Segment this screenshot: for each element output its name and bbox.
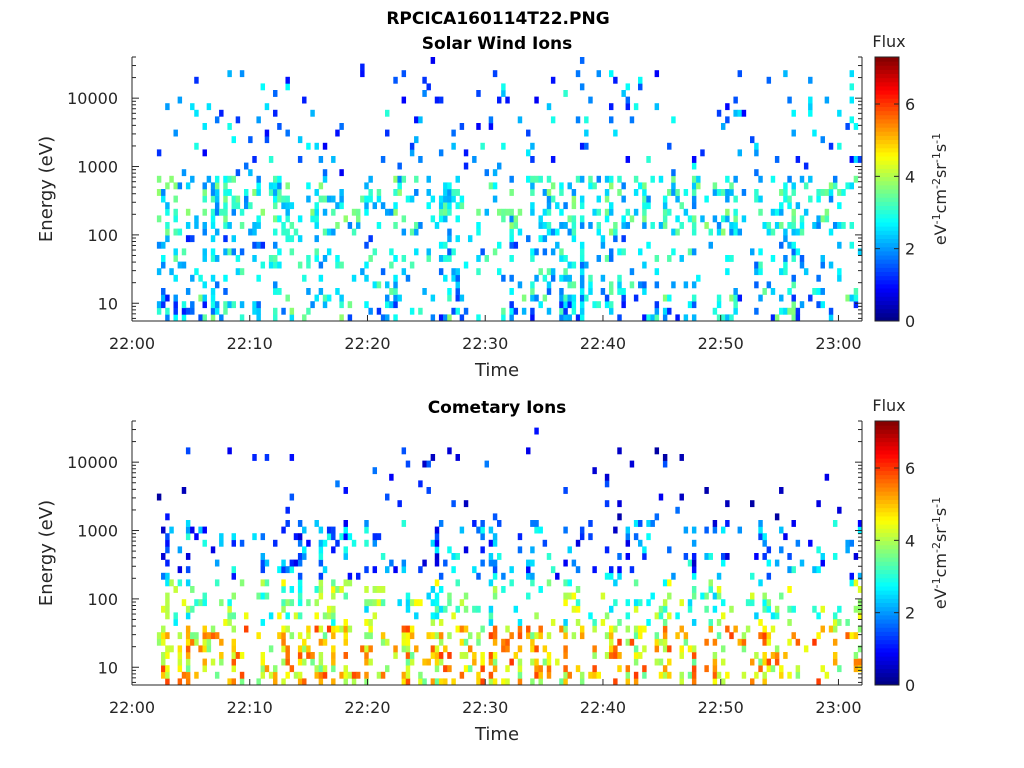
colorbar-tick-label: 2 bbox=[905, 240, 915, 259]
x-tick-label: 22:00 bbox=[109, 698, 155, 717]
y-axis-label: Energy (eV) bbox=[36, 136, 57, 242]
y-tick-label: 1000 bbox=[77, 522, 118, 541]
x-tick-label: 22:30 bbox=[462, 334, 508, 353]
x-tick-label: 22:30 bbox=[462, 698, 508, 717]
y-tick-label: 10 bbox=[98, 294, 118, 313]
x-axis-label: Time bbox=[474, 360, 519, 381]
x-tick-label: 22:20 bbox=[344, 698, 390, 717]
x-tick-label: 23:00 bbox=[815, 698, 861, 717]
colorbar-tick-label: 6 bbox=[905, 459, 915, 478]
colorbar-tick-label: 4 bbox=[905, 167, 915, 186]
x-axis-label: Time bbox=[474, 724, 519, 745]
y-tick-label: 10 bbox=[98, 658, 118, 677]
y-tick-label: 10000 bbox=[67, 89, 118, 108]
colorbar-tick-label: 0 bbox=[905, 676, 915, 695]
colorbar-tick-label: 4 bbox=[905, 531, 915, 550]
colorbar: 0 2 4 6 Flux eV-1cm-2sr-1s-1 bbox=[872, 32, 950, 331]
colorbar-tick-label: 2 bbox=[905, 604, 915, 623]
x-tick-label: 22:20 bbox=[344, 334, 390, 353]
panel-title: Cometary Ions bbox=[428, 398, 567, 418]
colorbar-unit-label: eV-1cm-2sr-1s-1 bbox=[930, 133, 951, 245]
panel-solar-wind-ions: Solar Wind Ions 22:00 22:10 22:20 22:30 22:40… bbox=[36, 32, 950, 381]
colorbar-title: Flux bbox=[872, 32, 905, 51]
colorbar-title: Flux bbox=[872, 396, 905, 415]
y-tick-label: 1000 bbox=[77, 158, 118, 177]
colorbar-tick-label: 0 bbox=[905, 312, 915, 331]
y-tick-label: 10000 bbox=[67, 453, 118, 472]
x-tick-label: 22:10 bbox=[227, 334, 273, 353]
x-tick-label: 22:50 bbox=[698, 698, 744, 717]
x-tick-label: 22:40 bbox=[580, 334, 626, 353]
x-tick-label: 23:00 bbox=[815, 334, 861, 353]
x-tick-label: 22:00 bbox=[109, 334, 155, 353]
colorbar: 0 2 4 6 Flux eV-1cm-2sr-1s-1 bbox=[872, 396, 950, 695]
y-axis-label: Energy (eV) bbox=[36, 500, 57, 606]
heatmap-cells bbox=[156, 427, 863, 686]
figure-title: RPCICA160114T22.PNG bbox=[386, 9, 609, 29]
panels: Solar Wind Ions 22:00 22:10 22:20 22:30 22:40… bbox=[36, 32, 950, 745]
colorbar-tick-label: 6 bbox=[905, 95, 915, 114]
y-tick-label: 100 bbox=[87, 590, 118, 609]
x-tick-label: 22:40 bbox=[580, 698, 626, 717]
heatmap-cells bbox=[156, 57, 863, 322]
panel-title: Solar Wind Ions bbox=[422, 34, 573, 54]
x-tick-label: 22:50 bbox=[698, 334, 744, 353]
colorbar-unit-label: eV-1cm-2sr-1s-1 bbox=[930, 497, 951, 609]
y-tick-label: 100 bbox=[87, 226, 118, 245]
x-tick-label: 22:10 bbox=[227, 698, 273, 717]
